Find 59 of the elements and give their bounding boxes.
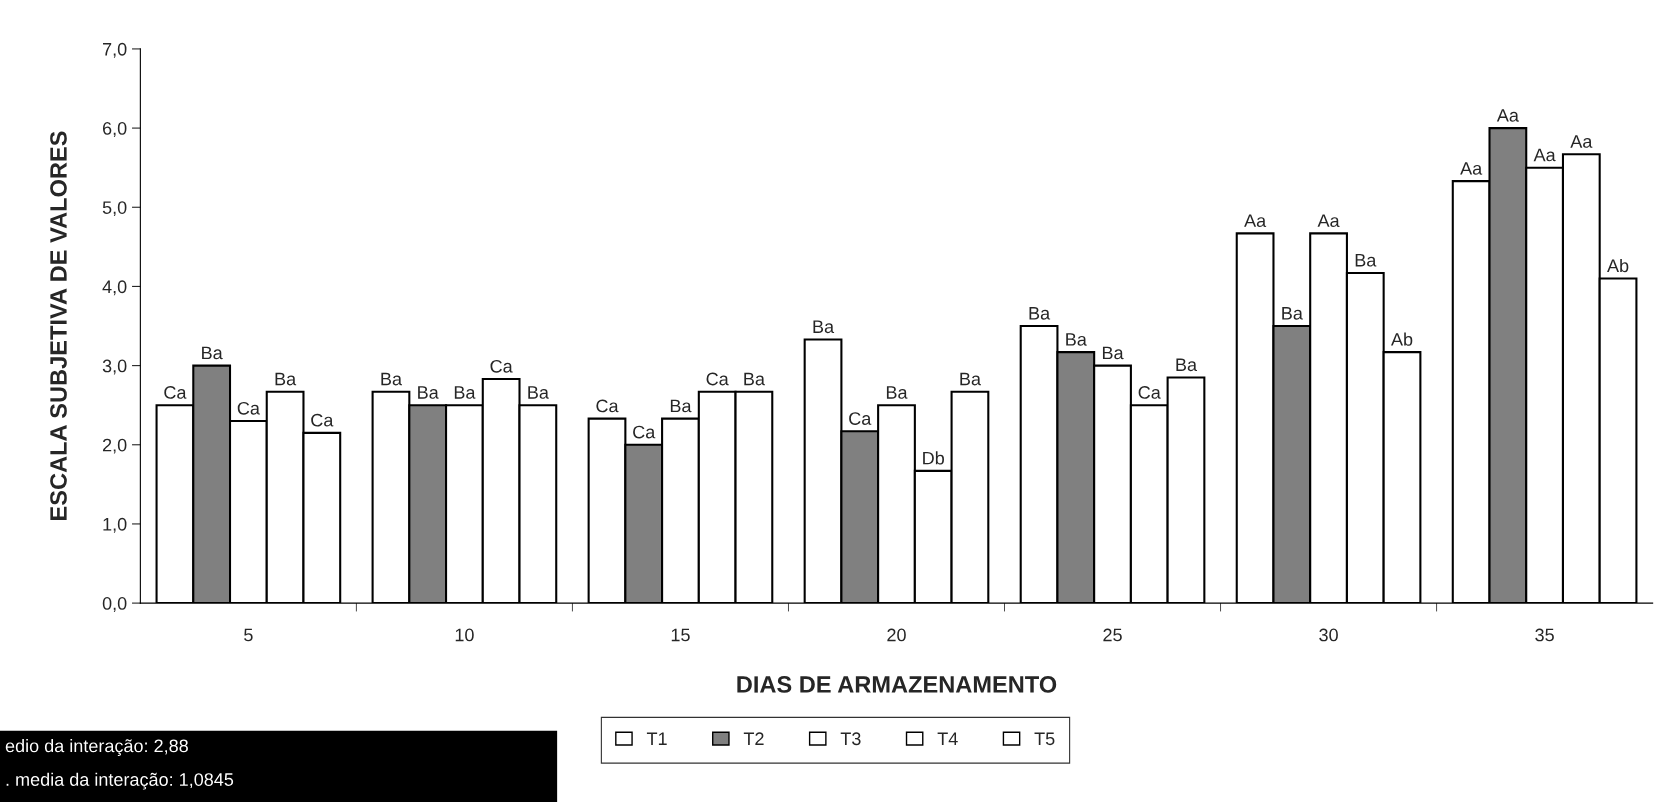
data-label: Ca <box>1138 386 1161 399</box>
x-axis-title: DIAS DE ARMAZENAMENTO <box>737 676 1057 693</box>
legend-label: T1 <box>646 732 667 745</box>
data-label: Ba <box>886 386 908 399</box>
data-label: Aa <box>1570 135 1593 148</box>
data-label: Ba <box>275 372 297 386</box>
x-tick-label: 30 <box>1319 628 1338 642</box>
text: . media da interação: 1,0845 <box>6 772 234 790</box>
data-label: Ab <box>1391 332 1413 346</box>
x-tick-label: 25 <box>1103 628 1122 642</box>
data-label: Ba <box>1282 307 1303 320</box>
data-label: Aa <box>1496 109 1519 122</box>
x-tick-label: 10 <box>455 628 474 642</box>
data-label: Db <box>923 451 944 465</box>
data-label: Ba <box>670 399 692 413</box>
data-label: Ca <box>706 372 729 386</box>
data-label: Ba <box>1355 254 1377 267</box>
legend-label: T2 <box>743 732 764 745</box>
x-tick-label: 20 <box>887 628 906 642</box>
y-tick-label: 4,0 <box>102 280 127 296</box>
data-label: Ba <box>813 320 835 334</box>
data-label: Ca <box>849 412 872 425</box>
data-label: Ba <box>381 372 403 386</box>
data-label: Ba <box>202 346 223 360</box>
data-label: Ca <box>164 386 187 399</box>
data-label: Ca <box>237 401 260 415</box>
data-label: Ab <box>1607 258 1629 273</box>
y-tick-label: 0,0 <box>102 597 127 612</box>
legend-label: T5 <box>1034 732 1055 746</box>
data-label: Aa <box>1460 162 1483 175</box>
data-label: Ca <box>311 413 334 427</box>
data-label: Ba <box>418 386 439 399</box>
x-tick-label: 35 <box>1535 628 1554 642</box>
data-label: Ba <box>1176 358 1198 372</box>
data-label: Ba <box>960 372 981 386</box>
data-label: Aa <box>1533 148 1556 162</box>
y-tick-label: 7,0 <box>103 42 127 58</box>
data-label: Ba <box>454 386 476 399</box>
x-tick-label: 15 <box>671 628 690 642</box>
data-label: Aa <box>1244 214 1267 228</box>
y-tick-label: 3,0 <box>102 359 127 375</box>
data-label: Ba <box>744 372 765 386</box>
y-tick-label: 5,0 <box>102 201 127 217</box>
y-axis-title: ESCALA SUBJETIVA DE VALORES <box>50 131 67 520</box>
y-tick-label: 6,0 <box>102 122 127 137</box>
y-tick-label: 1,0 <box>103 517 127 533</box>
data-label: Ba <box>528 386 549 399</box>
data-label: Ca <box>490 359 513 373</box>
text: edio da interação: 2,88 <box>5 739 188 756</box>
data-label: Ca <box>596 399 619 413</box>
data-label: Aa <box>1317 214 1340 228</box>
data-label: Ba <box>1102 346 1124 360</box>
legend-label: T4 <box>937 732 958 745</box>
x-tick-label: 5 <box>244 628 253 642</box>
data-label: Ca <box>633 425 656 439</box>
legend-label: T3 <box>840 732 861 746</box>
data-label: Ba <box>1066 333 1087 346</box>
data-label: Ba <box>1029 307 1051 320</box>
y-tick-label: 2,0 <box>102 438 127 454</box>
